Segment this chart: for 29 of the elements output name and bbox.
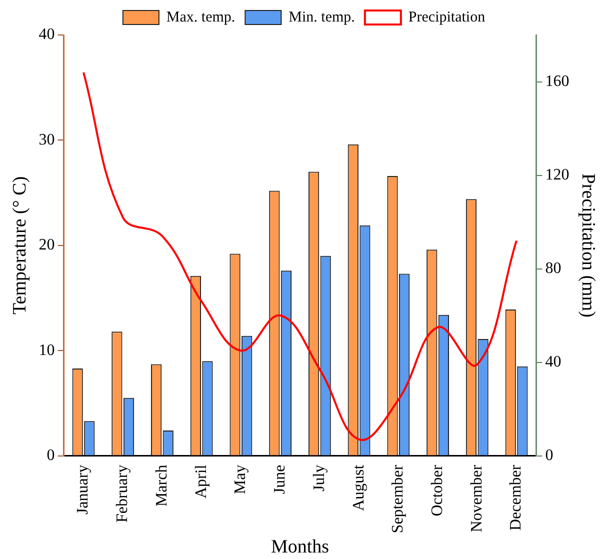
y-tick-label: 10 [38, 342, 55, 359]
y2-tick-label: 120 [545, 166, 570, 184]
x-tick-label: February [114, 464, 132, 523]
x-tick-label: December [508, 464, 525, 531]
x-tick-label: October [428, 464, 446, 516]
y2-tick-label: 0 [545, 446, 554, 464]
x-tick-label: September [390, 464, 407, 534]
y2-tick-label: 160 [545, 72, 570, 90]
y2-axis-title: Precipitation (mm) [578, 173, 599, 318]
x-tick-label: July [310, 464, 328, 492]
y2-tick-label: 80 [545, 260, 562, 277]
x-tick-label: June [272, 464, 289, 494]
x-tick-label: August [350, 464, 368, 512]
y2-tick-label: 40 [545, 353, 562, 370]
legend-label: Min. temp. [288, 9, 355, 26]
x-tick-label: April [192, 464, 210, 499]
line-series [82, 71, 518, 441]
legend-label: Precipitation [408, 9, 486, 26]
x-tick-label: May [232, 464, 250, 494]
y-tick-label: 0 [46, 446, 55, 464]
y-axis-title: Temperature (° C) [9, 176, 30, 314]
x-tick-label: November [468, 464, 486, 532]
x-tick-label: March [153, 464, 170, 507]
x-tick-label: January [74, 464, 92, 515]
y-tick-label: 30 [38, 131, 55, 148]
x-axis-title: Months [270, 536, 330, 558]
legend-label: Max. temp. [166, 9, 236, 26]
y-tick-label: 20 [38, 236, 55, 254]
y-tick-label: 40 [38, 26, 55, 44]
